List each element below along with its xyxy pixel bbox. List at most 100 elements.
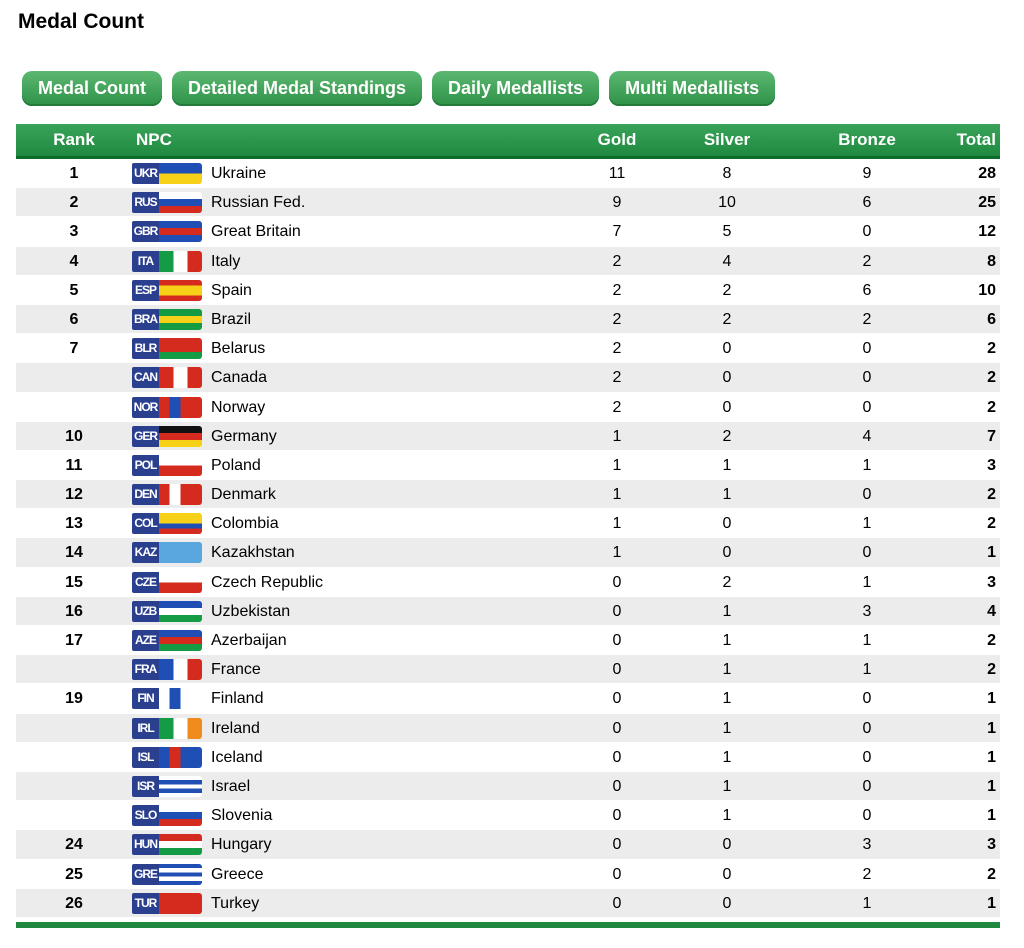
flag: BLR [132, 338, 202, 360]
flag: CZE [132, 571, 202, 593]
tab[interactable]: Multi Medallists [609, 71, 776, 106]
flag: POL [132, 454, 202, 476]
table-row: Ireland 0 1 0 1 IRL [16, 713, 1000, 743]
flag: KAZ [132, 542, 202, 564]
page-title: Medal Count [18, 10, 144, 33]
rank-cell: 2 [69, 194, 79, 212]
silver-cell: 2 [722, 310, 732, 328]
table-footer-bar [16, 921, 1000, 928]
total-cell: 25 [978, 194, 996, 212]
column-header: Gold [597, 130, 637, 149]
flag-stripes [159, 571, 202, 593]
flag-stripes [159, 834, 202, 856]
tab[interactable]: Daily Medallists [432, 71, 600, 106]
rank-cell: 16 [65, 602, 83, 620]
total-cell: 8 [987, 252, 996, 270]
column-header: Total [956, 130, 996, 149]
table-row: 5 Spain 2 2 6 10 ESP [16, 276, 1000, 305]
country-code: ESP [132, 279, 159, 301]
country-name: Russian Fed. [211, 194, 306, 212]
table-row: 14 Kazakhstan 1 0 0 1 KAZ [16, 538, 1000, 568]
bronze-cell: 3 [862, 836, 872, 854]
flag: GRE [132, 863, 202, 885]
flag-stripes [159, 600, 202, 622]
flag: TUR [132, 892, 202, 914]
flag: SLO [132, 805, 202, 827]
gold-cell: 11 [608, 165, 626, 182]
silver-cell: 1 [722, 748, 732, 766]
country-name: Spain [211, 281, 252, 299]
total-cell: 10 [978, 281, 996, 299]
bronze-cell: 0 [862, 544, 872, 562]
table-row: 26 Turkey 0 0 1 1 TUR [16, 888, 1000, 918]
country-code: GER [132, 425, 159, 447]
column-header: NPC [136, 130, 172, 149]
rank-cell: 26 [65, 894, 83, 912]
gold-cell: 1 [612, 427, 622, 445]
table-row: 19 Finland 0 1 0 1 FIN [16, 684, 1000, 714]
flag: FIN [132, 688, 202, 710]
flag-stripes [159, 454, 202, 476]
total-cell: 2 [987, 369, 996, 387]
bronze-cell: 6 [862, 281, 872, 299]
bronze-cell: 3 [862, 602, 872, 620]
silver-cell: 0 [722, 865, 732, 883]
flag: UKR [132, 163, 202, 184]
country-code: FIN [132, 688, 159, 710]
country-name: Canada [211, 369, 268, 387]
flag: BRA [132, 308, 202, 330]
total-cell: 4 [987, 602, 996, 620]
table-body: 1 Ukraine 11 8 9 28 UKR 2 Russian Fed. 9 10 6 25 RUS 3… [16, 159, 1000, 918]
gold-cell: 2 [612, 252, 622, 270]
silver-cell: 2 [722, 573, 732, 591]
silver-cell: 5 [722, 223, 732, 241]
gold-cell: 0 [612, 573, 622, 591]
total-cell: 7 [987, 427, 996, 445]
bronze-cell: 0 [862, 690, 872, 708]
bronze-cell: 0 [862, 369, 872, 387]
gold-cell: 2 [612, 281, 622, 299]
flag-stripes [159, 892, 202, 914]
bronze-cell: 0 [862, 719, 872, 737]
table-row: 6 Brazil 2 2 2 6 BRA [16, 304, 1000, 335]
country-name: Kazakhstan [211, 544, 295, 562]
silver-cell: 1 [722, 602, 732, 620]
rank-cell: 15 [65, 573, 83, 591]
table-row: 7 Belarus 2 0 0 2 BLR [16, 334, 1000, 364]
country-code: POL [132, 454, 159, 476]
tab-bar: Medal Count Detailed Medal Standings Daily… [22, 71, 776, 106]
table-row: 15 Czech Republic 0 2 1 3 CZE [16, 568, 1000, 597]
total-cell: 1 [987, 894, 996, 912]
gold-cell: 1 [612, 515, 622, 533]
gold-cell: 0 [612, 748, 622, 766]
tab[interactable]: Medal Count [22, 71, 162, 106]
country-code: AZE [132, 630, 159, 651]
flag-stripes [159, 775, 202, 797]
flag: DEN [132, 484, 202, 506]
gold-cell: 1 [612, 456, 622, 474]
country-name: Belarus [211, 340, 266, 358]
country-name: Slovenia [211, 807, 273, 825]
country-name: Israel [211, 777, 251, 795]
rank-cell: 19 [65, 690, 83, 708]
bronze-cell: 0 [862, 340, 872, 358]
silver-cell: 0 [722, 544, 732, 562]
total-cell: 1 [987, 807, 996, 825]
flag-stripes [159, 688, 202, 710]
flag: UZB [132, 600, 202, 622]
gold-cell: 1 [612, 544, 622, 562]
country-code: KAZ [132, 542, 159, 564]
bronze-cell: 1 [862, 456, 872, 474]
country-name: Brazil [211, 310, 252, 328]
country-name: Uzbekistan [211, 602, 291, 620]
total-cell: 28 [978, 165, 996, 182]
table-row: 3 Great Britain 7 5 0 12 GBR [16, 217, 1000, 247]
gold-cell: 0 [612, 690, 622, 708]
tab[interactable]: Detailed Medal Standings [172, 71, 423, 106]
country-name: Iceland [211, 748, 263, 766]
country-code: ISL [132, 746, 159, 768]
country-name: Germany [211, 427, 277, 445]
flag-stripes [159, 338, 202, 360]
gold-cell: 0 [612, 661, 622, 679]
gold-cell: 1 [612, 486, 622, 504]
